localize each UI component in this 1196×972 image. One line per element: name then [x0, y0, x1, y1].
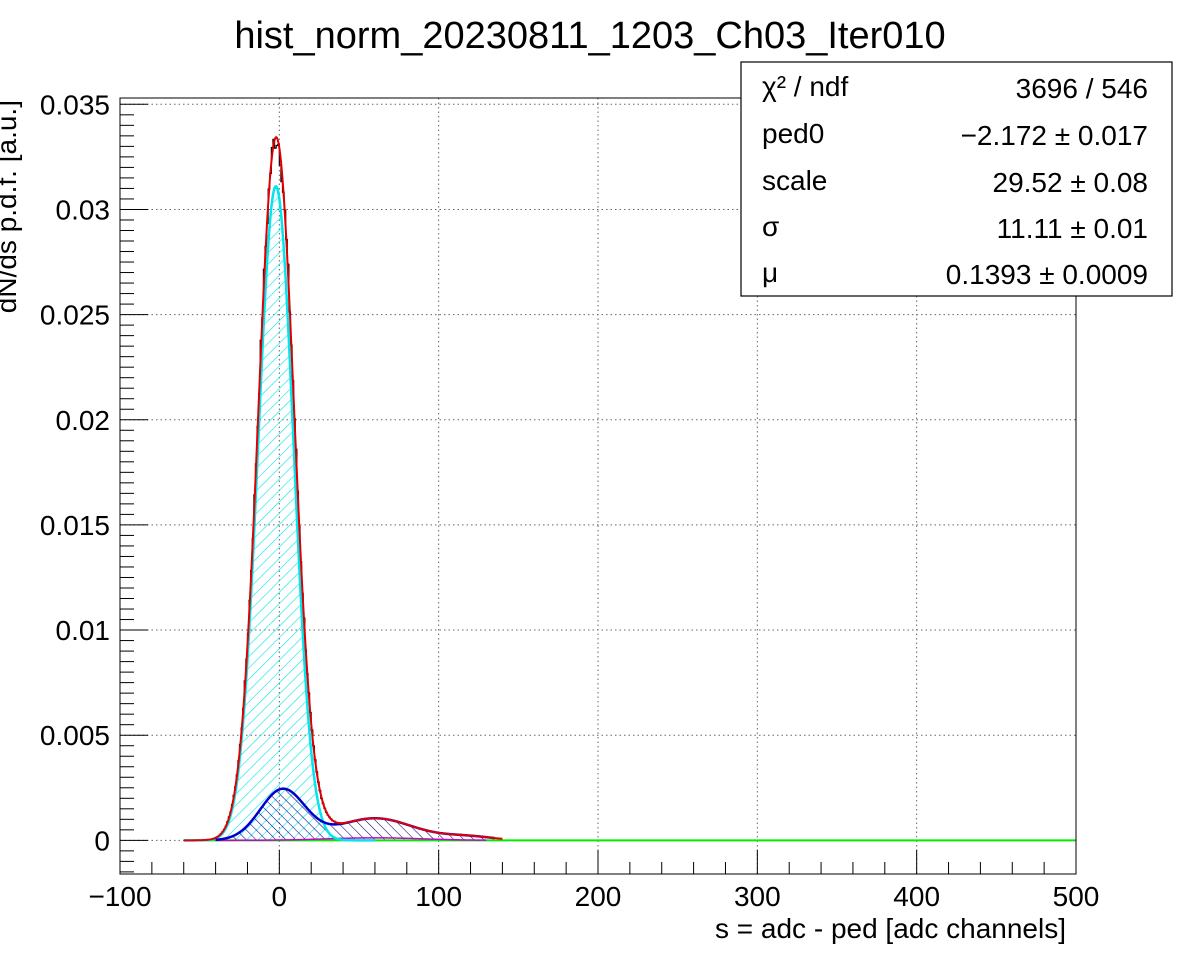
stat-value: −2.172 ± 0.017	[961, 120, 1148, 151]
stat-value: 3696 / 546	[1016, 73, 1148, 104]
x-tick-label: 400	[893, 881, 940, 912]
y-tick-label: 0.03	[56, 194, 111, 225]
x-tick-label: 200	[575, 881, 622, 912]
fit-stats-box: χ² / ndf 3696 / 546 ped0 −2.172 ± 0.017 scal…	[740, 61, 1173, 297]
y-tick-label: 0.005	[40, 720, 110, 751]
fit-curves	[183, 135, 1076, 842]
component-fills	[183, 186, 495, 841]
x-tick-label: 0	[272, 881, 288, 912]
stat-name: μ	[762, 257, 778, 288]
y-tick-label: 0	[94, 825, 110, 856]
x-tick-label: 100	[415, 881, 462, 912]
y-tick-label: 0.015	[40, 510, 110, 541]
background-curve	[215, 837, 487, 842]
x-tick-label: 500	[1053, 881, 1100, 912]
stat-value: 29.52 ± 0.08	[993, 167, 1149, 198]
x-tick-label: −100	[88, 881, 151, 912]
stat-name: χ² / ndf	[762, 71, 849, 102]
stat-name: ped0	[762, 118, 824, 149]
pedestal-fill	[183, 186, 375, 841]
stat-name: scale	[762, 165, 827, 196]
axes: −100 0 100 200 300 400 500 0 0.005 0.01 0.015 0.02 0…	[40, 89, 1099, 912]
stats-box-frame	[740, 61, 1173, 297]
y-tick-label: 0.02	[56, 405, 111, 436]
x-tick-label: 300	[734, 881, 781, 912]
stat-value: 0.1393 ± 0.0009	[946, 259, 1148, 290]
photoelectron-fill	[215, 788, 495, 841]
chart-title: hist_norm_20230811_1203_Ch03_Iter010	[234, 15, 945, 57]
y-tick-label: 0.025	[40, 300, 110, 331]
x-axis-label: s = adc - ped [adc channels]	[715, 913, 1066, 944]
y-tick-label: 0.01	[56, 615, 111, 646]
stat-name: σ	[762, 211, 779, 242]
stat-value: 11.11 ± 0.01	[997, 213, 1148, 244]
y-axis-label: dN/ds p.d.f. [a.u.]	[0, 100, 22, 313]
total-fit-curve	[183, 135, 503, 842]
y-tick-label: 0.035	[40, 89, 110, 120]
